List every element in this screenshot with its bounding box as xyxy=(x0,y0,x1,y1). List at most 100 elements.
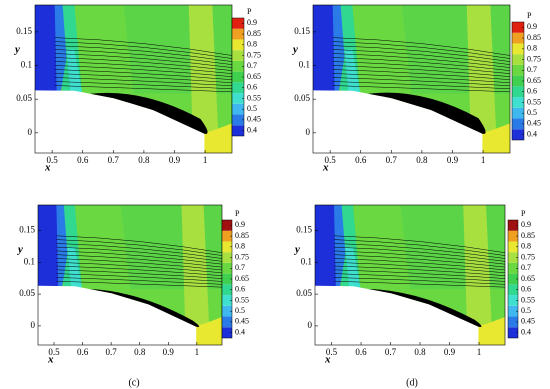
streamline xyxy=(54,77,232,87)
streamline xyxy=(54,69,232,80)
airfoil xyxy=(35,90,205,153)
x-tick-label: 1 xyxy=(203,155,208,165)
colorbar-band xyxy=(508,241,518,253)
streamline xyxy=(56,254,222,268)
colorbar-band xyxy=(232,103,244,115)
y-tick-label: 0.1 xyxy=(24,256,35,266)
x-tick-label: 0.9 xyxy=(169,155,181,165)
colorbar-tick-label: 0.6 xyxy=(521,285,531,294)
streamline xyxy=(332,57,510,71)
colorbar-tick-label: 0.4 xyxy=(235,327,245,336)
colorbar-tick-label: 0.55 xyxy=(247,93,261,102)
colorbar-band xyxy=(512,32,524,44)
y-axis-label: y xyxy=(293,244,300,256)
airfoil xyxy=(315,285,479,345)
y-tick-label: 0.05 xyxy=(19,288,35,298)
streamline xyxy=(54,73,232,83)
x-tick-label: 0.6 xyxy=(77,155,89,165)
colorbar-tick-label: 0.5 xyxy=(527,108,537,117)
x-tick-label: 1 xyxy=(481,155,486,165)
colorbar-tick-label: 0.7 xyxy=(527,65,537,74)
colorbar-tick-label: 0.85 xyxy=(521,231,535,240)
x-axis-label: x xyxy=(322,162,329,174)
streamline xyxy=(332,77,510,87)
contour-panel xyxy=(313,5,510,153)
x-axis-label: x xyxy=(324,354,331,366)
separation-bubble xyxy=(90,92,208,134)
colorbar-band xyxy=(512,75,524,87)
streamline xyxy=(333,280,505,288)
streamline xyxy=(332,61,510,74)
colorbar-band xyxy=(232,18,244,29)
y-tick-label: 0 xyxy=(306,127,311,137)
colorbar-band xyxy=(508,316,518,328)
colorbar-title: P xyxy=(235,209,240,218)
field-region xyxy=(54,5,67,94)
airfoil xyxy=(38,285,197,345)
colorbar-tick-label: 0.8 xyxy=(527,44,537,53)
colorbar-tick-label: 0.5 xyxy=(247,104,257,113)
colorbar-band xyxy=(232,28,244,40)
colorbar-band xyxy=(508,273,518,285)
y-tick-label: 0.1 xyxy=(21,60,32,70)
streamline xyxy=(332,45,510,62)
streamline xyxy=(56,280,222,288)
y-tick-label: 0.05 xyxy=(294,93,310,103)
separation-bubble xyxy=(368,92,486,134)
colorbar-band xyxy=(222,230,232,242)
x-tick-label: 0.7 xyxy=(385,347,397,357)
colorbar-band xyxy=(508,220,518,231)
streamline xyxy=(332,85,510,93)
streamline xyxy=(54,65,232,77)
x-tick-label: 0.5 xyxy=(47,155,59,165)
streamline xyxy=(332,69,510,80)
y-tick-label: 0 xyxy=(308,320,313,330)
colorbar-tick-label: 0.65 xyxy=(235,274,249,283)
field-region xyxy=(463,205,492,326)
streamline xyxy=(56,269,222,279)
colorbar-band xyxy=(232,60,244,72)
field-region xyxy=(334,205,346,289)
colorbar-band xyxy=(508,262,518,274)
x-tick-label: 0.5 xyxy=(48,347,60,357)
contour-panel xyxy=(38,205,222,345)
y-tick-label: 0.05 xyxy=(16,93,32,103)
colorbar-frame xyxy=(231,17,245,137)
colorbar-band xyxy=(512,43,524,55)
field-region xyxy=(344,49,361,94)
colorbar-tick-label: 0.75 xyxy=(235,252,249,261)
streamline xyxy=(56,246,222,262)
colorbar-band xyxy=(232,93,244,104)
x-tick-label: 0.8 xyxy=(414,347,426,357)
streamline xyxy=(54,37,232,56)
y-tick-label: 0.1 xyxy=(301,256,312,266)
plot-frame xyxy=(312,4,511,154)
field-region xyxy=(66,49,83,94)
streamline xyxy=(333,254,505,268)
colorbar-tick-label: 0.9 xyxy=(521,220,531,229)
colorbar-tick-label: 0.7 xyxy=(521,263,531,272)
x-tick-label: 0.7 xyxy=(106,347,118,357)
x-tick-label: 0.9 xyxy=(163,347,175,357)
colorbar-tick-label: 0.5 xyxy=(235,306,245,315)
streamline xyxy=(56,243,222,259)
colorbar-tick-label: 0.9 xyxy=(527,22,537,31)
colorbar-band xyxy=(222,220,232,231)
colorbar-band xyxy=(222,295,232,306)
y-tick-label: 0.1 xyxy=(299,60,310,70)
streamline xyxy=(54,57,232,71)
colorbar-tick-label: 0.7 xyxy=(235,263,245,272)
colorbar-tick-label: 0.65 xyxy=(527,76,541,85)
colorbar-band xyxy=(222,273,232,285)
colorbar-band xyxy=(512,118,524,130)
colorbar-band xyxy=(232,82,244,94)
x-tick-label: 0.6 xyxy=(355,155,367,165)
streamline xyxy=(332,53,510,68)
colorbar-tick-label: 0.45 xyxy=(521,317,535,326)
colorbar-tick-label: 0.65 xyxy=(247,72,261,81)
x-tick-label: 0.9 xyxy=(444,347,456,357)
colorbar-band xyxy=(232,114,244,126)
streamline xyxy=(56,265,222,276)
streamline xyxy=(333,277,505,285)
